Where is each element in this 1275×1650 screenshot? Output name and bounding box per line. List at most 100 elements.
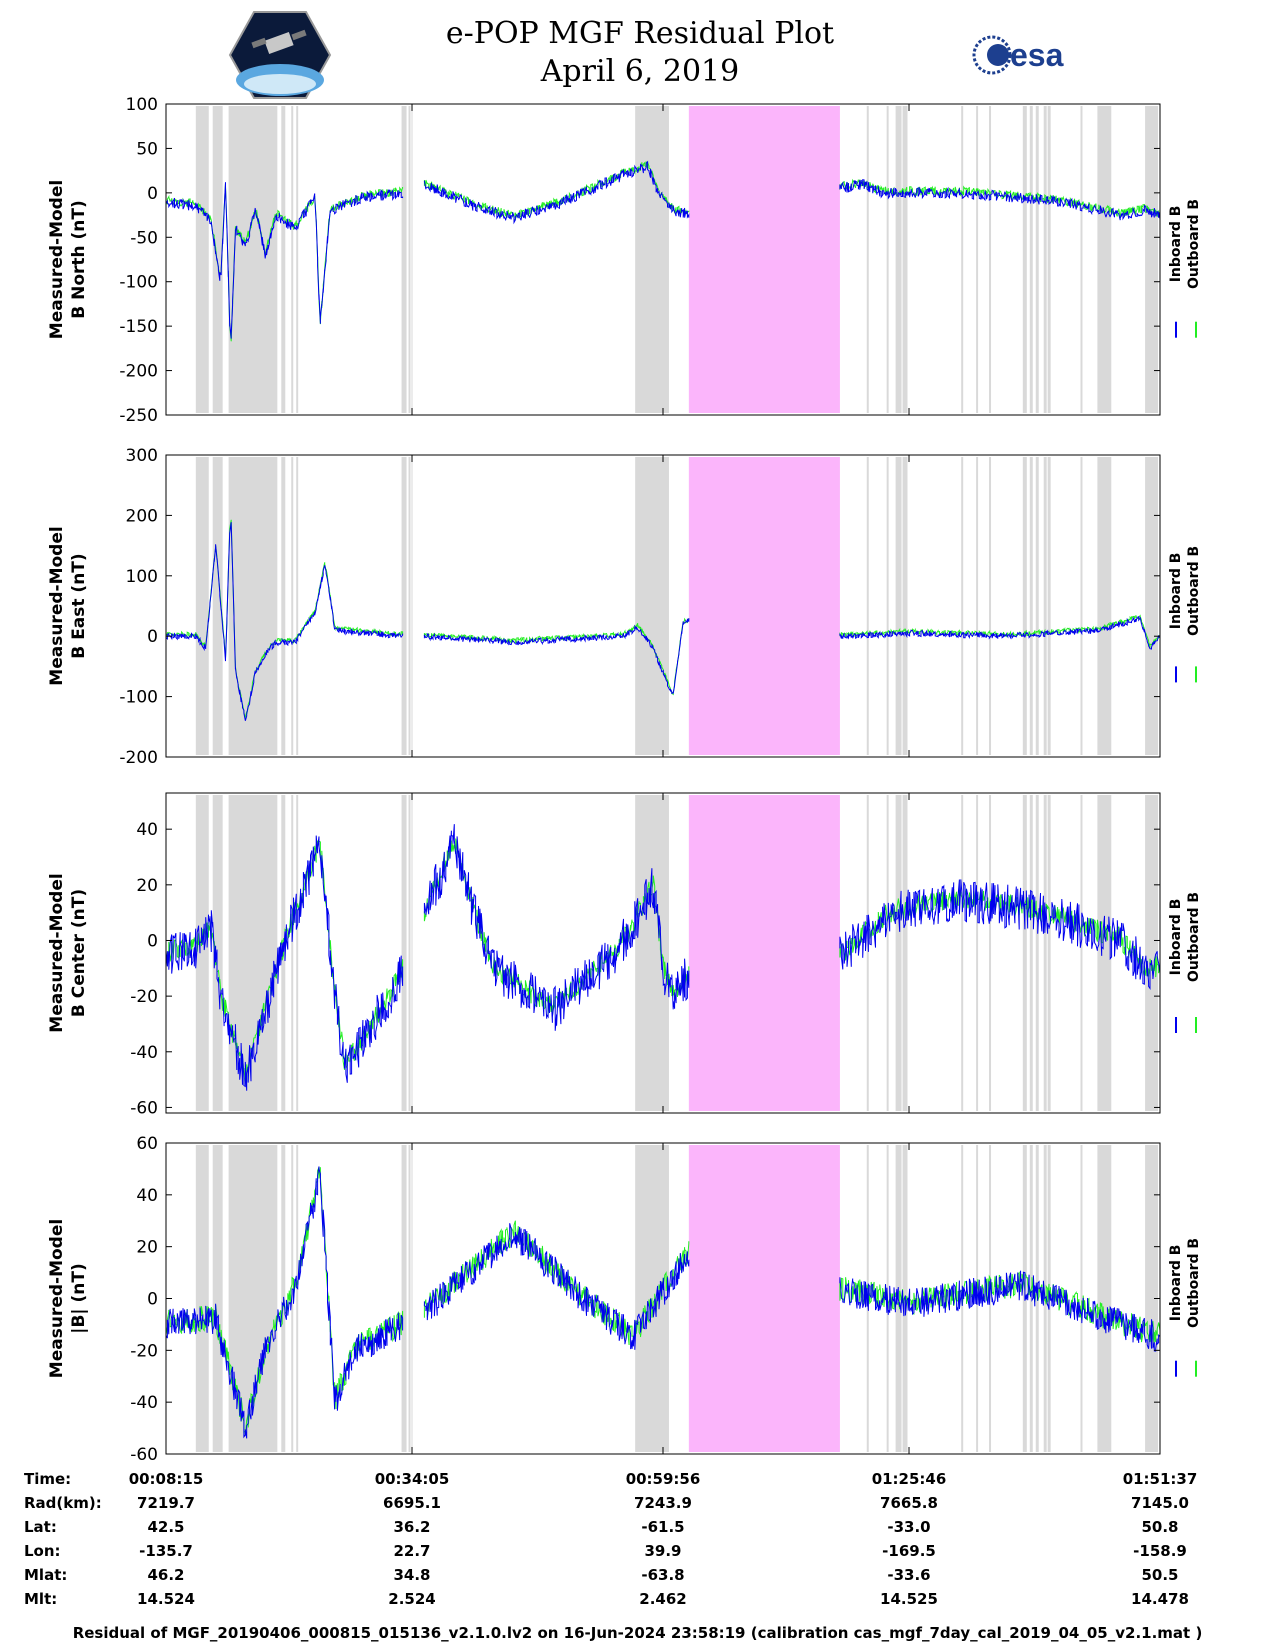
data-gap-band: [1029, 457, 1033, 755]
legend: Inboard B Outboard B: [1168, 892, 1202, 982]
info-cell: 00:08:15: [128, 1470, 204, 1488]
legend-label-inboard: Inboard B: [1168, 206, 1184, 283]
inboard-b-trace: [165, 1166, 404, 1439]
inboard-b-trace: [423, 618, 690, 695]
info-cell: 22.7: [393, 1542, 431, 1560]
data-gap-band: [401, 1145, 407, 1452]
info-cell: -33.6: [887, 1566, 931, 1584]
data-gap-band: [961, 795, 964, 1111]
svg-text:esa: esa: [1010, 37, 1064, 73]
info-row-label: Time:: [24, 1470, 72, 1488]
y-tick-label: 200: [126, 506, 158, 526]
data-gap-band: [989, 106, 992, 413]
info-cell: 50.5: [1141, 1566, 1179, 1584]
y-tick-label: 0: [147, 627, 158, 647]
y-tick-label: -50: [130, 228, 158, 248]
info-cell: 01:25:46: [871, 1470, 947, 1488]
data-gap-band: [281, 106, 286, 413]
data-gap-band: [401, 106, 407, 413]
data-gap-band: [635, 106, 669, 413]
data-gap-band: [1029, 1145, 1033, 1452]
data-gap-band: [902, 457, 908, 755]
data-gap-band: [228, 795, 278, 1111]
legend: Inboard B Outboard B: [1168, 546, 1202, 636]
data-gap-band: [1022, 795, 1027, 1111]
data-gap-band: [1047, 795, 1051, 1111]
y-tick-label: -40: [130, 1393, 158, 1413]
data-gap-band: [1047, 457, 1051, 755]
info-cell: 7219.7: [137, 1494, 195, 1512]
esa-logo: esa: [972, 35, 1064, 75]
data-gap-band: [1043, 106, 1047, 413]
y-axis-label-line1: Measured-Model: [47, 526, 67, 685]
missing-data-region: [688, 106, 840, 413]
inboard-b-trace: [839, 879, 1161, 990]
data-gap-band: [212, 795, 223, 1111]
info-row-label: Mlt:: [24, 1590, 58, 1608]
y-tick-label: -100: [119, 273, 158, 293]
data-gap-band: [1097, 1145, 1112, 1452]
outboard-b-trace: [423, 161, 690, 221]
data-gap-band: [1035, 795, 1039, 1111]
inboard-b-trace: [839, 615, 1161, 650]
data-gap-band: [212, 106, 223, 413]
info-cell: -33.0: [887, 1518, 931, 1536]
y-tick-label: -100: [119, 688, 158, 708]
data-gap-band: [976, 457, 979, 755]
y-axis-label-line1: Measured-Model: [47, 180, 67, 339]
data-gap-band: [961, 106, 964, 413]
data-gap-band: [1145, 1145, 1159, 1452]
y-tick-label: 100: [126, 95, 158, 115]
data-gap-band: [411, 106, 413, 413]
data-gap-band: [989, 795, 992, 1111]
missing-data-region: [688, 1145, 840, 1452]
info-cell: 46.2: [147, 1566, 185, 1584]
data-gap-band: [1145, 106, 1159, 413]
data-gap-band: [1097, 106, 1112, 413]
legend: Inboard B Outboard B: [1168, 199, 1202, 289]
data-gap-band: [866, 457, 869, 755]
y-tick-label: -60: [130, 1445, 158, 1465]
data-gap-band: [408, 457, 411, 755]
data-gap-band: [895, 457, 902, 755]
inboard-b-trace: [423, 824, 690, 1031]
data-gap-band: [902, 795, 908, 1111]
data-gap-band: [635, 795, 669, 1111]
y-tick-label: -60: [130, 1098, 158, 1118]
data-gap-band: [635, 457, 669, 755]
info-cell: 50.8: [1141, 1518, 1179, 1536]
cassiope-logo: [228, 11, 332, 99]
data-gap-band: [291, 457, 294, 755]
y-tick-label: -20: [130, 1341, 158, 1361]
data-gap-band: [866, 795, 869, 1111]
info-cell: -158.9: [1133, 1542, 1187, 1560]
y-tick-label: 20: [136, 876, 158, 896]
data-gap-band: [1029, 795, 1033, 1111]
data-gap-band: [886, 795, 889, 1111]
data-gap-band: [976, 1145, 979, 1452]
data-gap-band: [1043, 457, 1047, 755]
data-gap-band: [976, 795, 979, 1111]
legend-label-outboard: Outboard B: [1186, 892, 1202, 982]
data-gap-band: [296, 106, 299, 413]
info-cell: -135.7: [139, 1542, 193, 1560]
data-gap-band: [1035, 457, 1039, 755]
y-tick-label: -150: [119, 317, 158, 337]
y-tick-label: 60: [136, 1134, 158, 1154]
info-row-label: Lat:: [24, 1518, 57, 1536]
info-cell: -169.5: [882, 1542, 936, 1560]
y-axis-label: Measured-Model B Center (nT): [47, 873, 89, 1032]
data-gap-band: [866, 106, 869, 413]
info-cell: 14.478: [1131, 1590, 1189, 1608]
data-gap-band: [411, 795, 413, 1111]
legend-label-outboard: Outboard B: [1186, 546, 1202, 636]
chart-date: April 6, 2019: [540, 54, 740, 89]
data-gap-band: [1080, 106, 1083, 413]
data-gap-band: [411, 1145, 413, 1452]
legend: Inboard B Outboard B: [1168, 1238, 1202, 1328]
y-tick-label: -250: [119, 406, 158, 426]
y-axis-label: Measured-Model |B| (nT): [47, 1219, 89, 1378]
data-gap-band: [1080, 795, 1083, 1111]
data-gap-band: [895, 106, 902, 413]
info-row-label: Lon:: [24, 1542, 61, 1560]
